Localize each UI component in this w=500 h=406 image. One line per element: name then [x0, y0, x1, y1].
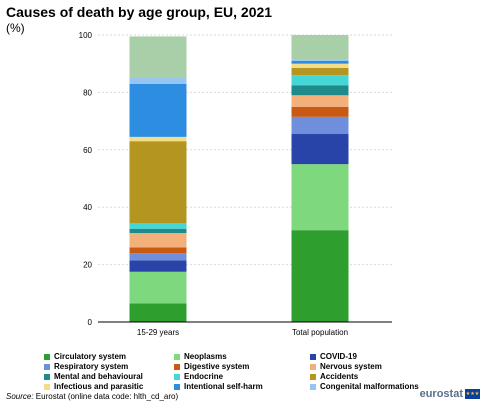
- source-note: Source: Eurostat (online data code: hlth…: [6, 392, 178, 401]
- legend-item: Digestive system: [174, 362, 310, 372]
- x-tick-label: 15-29 years: [137, 328, 179, 337]
- legend-swatch: [310, 374, 316, 380]
- legend-label: Infectious and parasitic: [54, 382, 144, 391]
- legend-label: Endocrine: [184, 372, 224, 381]
- bar-segment: [129, 271, 187, 304]
- x-tick-label: Total population: [292, 328, 348, 337]
- legend-label: Mental and behavioural: [54, 372, 143, 381]
- bar-segment: [291, 60, 349, 64]
- legend-label: Digestive system: [184, 362, 250, 371]
- bar-segment: [291, 85, 349, 96]
- eurostat-logo: eurostat ★★★: [420, 388, 480, 400]
- legend-label: Nervous system: [320, 362, 382, 371]
- bars: [129, 35, 349, 322]
- bar-segment: [291, 63, 349, 69]
- bar-segment: [291, 164, 349, 231]
- y-tick-label: 80: [83, 88, 92, 97]
- legend-item: Neoplasms: [174, 352, 310, 362]
- legend-item: Nervous system: [310, 362, 460, 372]
- bar-segment: [291, 230, 349, 322]
- legend-swatch: [174, 374, 180, 380]
- bar-segment: [129, 228, 187, 234]
- legend-item: COVID-19: [310, 352, 460, 362]
- bar-segment: [129, 36, 187, 79]
- axes: 0 20 40 60 80 100 15-29 years Total population: [79, 31, 392, 337]
- chart-unit-label: (%): [6, 21, 25, 35]
- legend-item: Circulatory system: [44, 352, 174, 362]
- bar-segment: [129, 141, 187, 223]
- legend-label: COVID-19: [320, 352, 357, 361]
- bar-segment: [291, 116, 349, 135]
- bar-segment: [129, 233, 187, 248]
- bar-segment: [291, 35, 349, 60]
- legend-item: Accidents: [310, 372, 460, 382]
- legend-label: Accidents: [320, 372, 359, 381]
- legend-label: Circulatory system: [54, 352, 127, 361]
- legend-swatch: [44, 384, 50, 390]
- bar-segment: [129, 260, 187, 272]
- bar-segment: [129, 222, 187, 229]
- legend-swatch: [174, 354, 180, 360]
- legend-item: Intentional self-harm: [174, 382, 310, 392]
- legend-swatch: [310, 354, 316, 360]
- legend-item: Mental and behavioural: [44, 372, 174, 382]
- eu-flag-icon: ★★★: [465, 389, 480, 399]
- chart-legend: Circulatory system Neoplasms COVID-19 Respi…: [44, 352, 474, 392]
- legend-swatch: [310, 384, 316, 390]
- y-tick-label: 60: [83, 146, 92, 155]
- bar-segment: [129, 253, 187, 261]
- legend-label: Neoplasms: [184, 352, 227, 361]
- y-tick-label: 20: [83, 261, 92, 270]
- legend-swatch: [174, 384, 180, 390]
- bar-segment: [291, 75, 349, 86]
- y-tick-label: 40: [83, 203, 92, 212]
- bar-segment: [129, 136, 187, 142]
- source-label: Source:: [6, 392, 34, 401]
- legend-swatch: [44, 374, 50, 380]
- bar-segment: [129, 78, 187, 84]
- legend-item: Congenital malformations: [310, 382, 460, 392]
- legend-label: Intentional self-harm: [184, 382, 263, 391]
- bar-segment: [291, 95, 349, 107]
- brand-name: eurostat: [419, 388, 463, 400]
- legend-swatch: [44, 354, 50, 360]
- y-tick-label: 100: [79, 31, 93, 40]
- legend-swatch: [174, 364, 180, 370]
- source-text: Eurostat (online data code: hlth_cd_aro): [33, 392, 179, 401]
- legend-item: Endocrine: [174, 372, 310, 382]
- bar-segment: [129, 83, 187, 137]
- legend-item: Infectious and parasitic: [44, 382, 174, 392]
- legend-label: Respiratory system: [54, 362, 129, 371]
- bar-segment: [291, 68, 349, 76]
- bar-segment: [291, 106, 349, 117]
- bar-segment: [291, 134, 349, 165]
- legend-label: Congenital malformations: [320, 382, 419, 391]
- legend-swatch: [44, 364, 50, 370]
- bar-segment: [291, 59, 349, 61]
- legend-swatch: [310, 364, 316, 370]
- bar-segment: [129, 303, 187, 322]
- chart-title: Causes of death by age group, EU, 2021: [6, 4, 273, 20]
- legend-item: Respiratory system: [44, 362, 174, 372]
- y-tick-label: 0: [88, 318, 93, 327]
- bar-segment: [129, 247, 187, 254]
